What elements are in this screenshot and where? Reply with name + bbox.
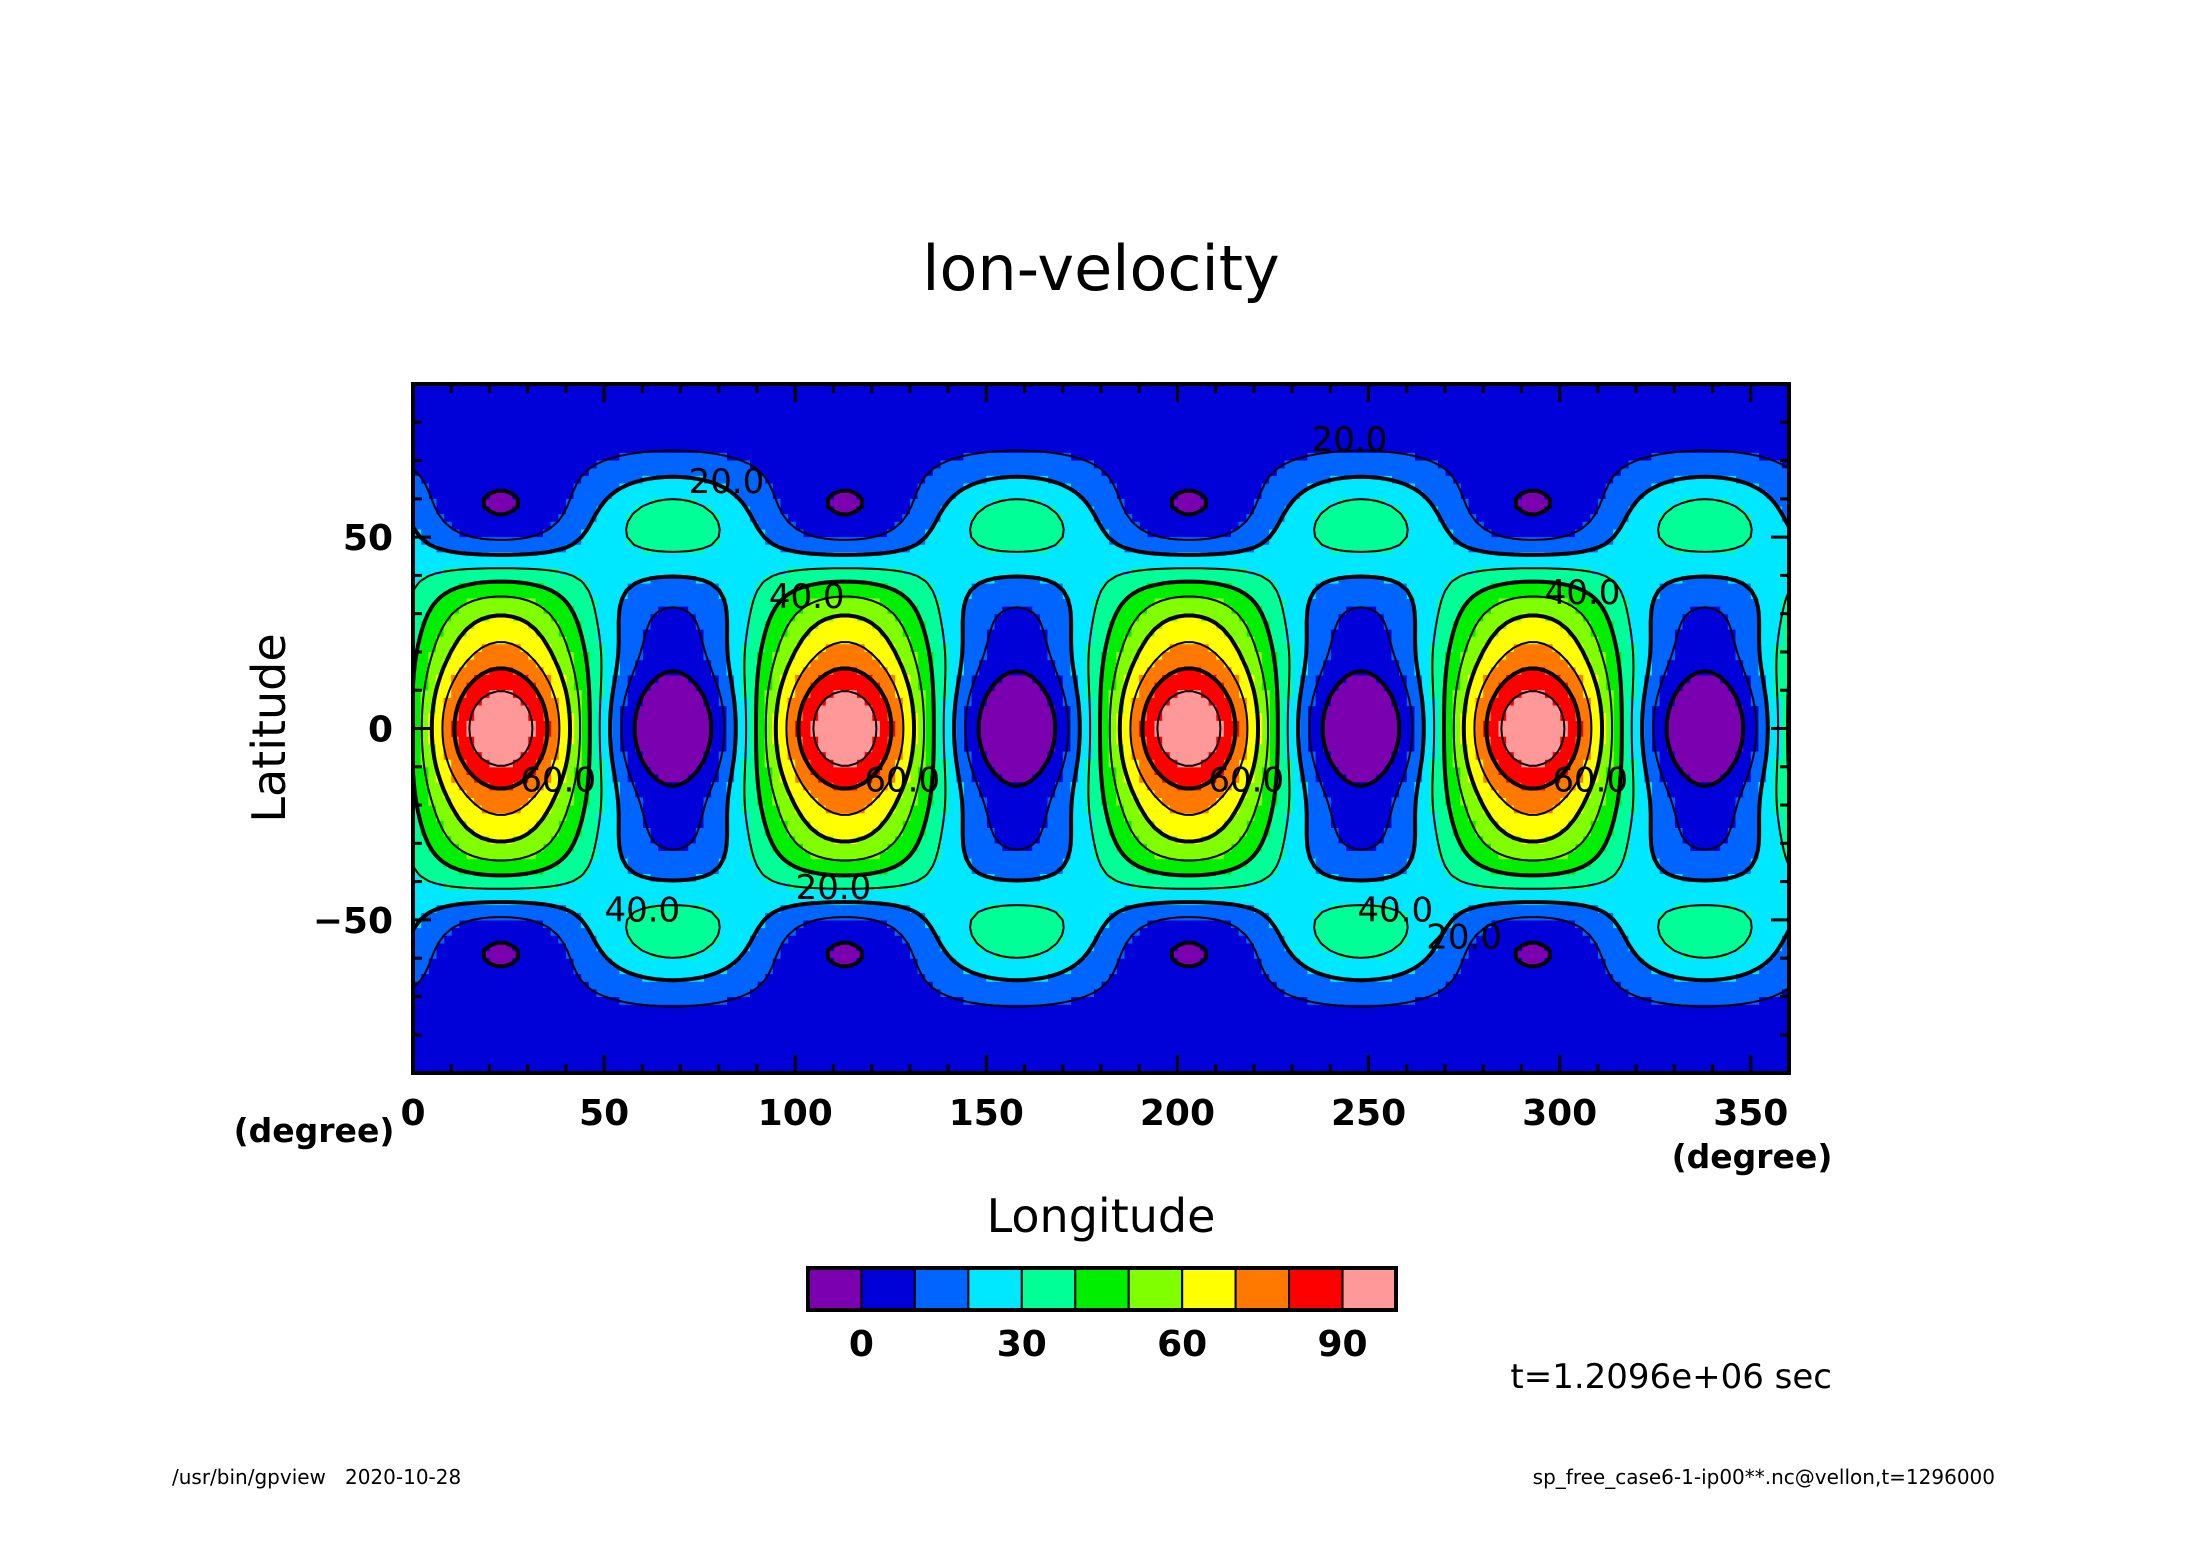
y-axis-unit: (degree) (234, 1111, 395, 1150)
contour-label: 40.0 (604, 891, 680, 931)
contour-label: 40.0 (769, 577, 845, 617)
x-tick-label: 150 (949, 1093, 1024, 1134)
contour-labels: 20.040.060.020.040.060.0 60.0 60.040.020.0… (520, 420, 1628, 958)
contour-label: 20.0 (796, 868, 872, 908)
contour-line-50 (420, 595, 1614, 862)
contour-fills (413, 384, 1789, 1073)
y-tick-label: 0 (368, 710, 393, 751)
x-tick-label: 350 (1713, 1093, 1788, 1134)
contour-label: 20.0 (1312, 420, 1388, 460)
x-tick-label: 50 (579, 1093, 629, 1134)
y-axis: −50 0 50 (313, 420, 1789, 1037)
contour-lines (413, 449, 1789, 1008)
colorbar-swatch (1181, 1267, 1237, 1311)
x-tick-label: 250 (1331, 1093, 1406, 1134)
contour-line-90 (468, 690, 1566, 767)
colorbar-swatch (1074, 1267, 1130, 1311)
x-axis-unit: (degree) (1672, 1137, 1833, 1176)
colorbar-tick-label: 30 (997, 1324, 1047, 1365)
colorbar-tick-label: 90 (1317, 1324, 1367, 1365)
contour-label: 60.0 (864, 761, 940, 801)
colorbar: 0 30 60 90 (806, 1266, 1398, 1365)
contour-label: 60.0 (1208, 761, 1284, 801)
y-tick-label: −50 (313, 901, 393, 942)
colorbar-tick-label: 60 (1157, 1324, 1207, 1365)
chart-title: lon-velocity (922, 232, 1279, 305)
contour-label: 60.0 (520, 761, 596, 801)
contour-line-30 (413, 498, 1789, 959)
contour-line-10 (413, 449, 1789, 1008)
x-tick-label: 200 (1140, 1093, 1215, 1134)
contour-band-3 (413, 475, 1789, 982)
contour-label: 40.0 (1545, 573, 1621, 613)
contour-line-80 (452, 666, 1582, 791)
contour-line-0 (481, 488, 1746, 969)
colorbar-swatch (860, 1267, 916, 1311)
contour-line-20 (413, 474, 1789, 983)
colorbar-frame (806, 1266, 1398, 1312)
plot-area: 20.040.060.020.040.060.0 60.0 60.040.020.0… (413, 384, 1789, 1073)
contour-label: 20.0 (689, 462, 765, 502)
x-tick-label: 0 (400, 1093, 425, 1134)
footer-right: sp_free_case6-1-ip00**.nc@vellon,t=12960… (1533, 1465, 1995, 1489)
x-tick-label: 100 (758, 1093, 833, 1134)
x-axis: 0 50 100 150 200 250 300 350 (400, 384, 1791, 1134)
colorbar-swatch (1020, 1267, 1077, 1311)
contour-band-6 (420, 598, 1614, 860)
y-axis-label: Latitude (242, 633, 296, 822)
x-tick-label: 300 (1522, 1093, 1597, 1134)
colorbar-swatch (913, 1267, 970, 1311)
y-tick-label: 50 (343, 518, 393, 559)
colorbar-swatch (1288, 1267, 1344, 1311)
colorbar-swatch (967, 1267, 1023, 1311)
contour-label: 60.0 (1552, 761, 1628, 801)
colorbar-swatch (1341, 1267, 1397, 1311)
footer-left: /usr/bin/gpview 2020-10-28 (172, 1465, 461, 1489)
contour-line-40 (413, 579, 1789, 878)
contour-line-70 (441, 641, 1593, 816)
x-axis-label: Longitude (987, 1189, 1216, 1243)
colorbar-swatch (1127, 1267, 1184, 1311)
colorbar-swatch (1234, 1267, 1291, 1311)
time-label: t=1.2096e+06 sec (1510, 1357, 1832, 1397)
contour-label: 20.0 (1426, 918, 1502, 958)
colorbar-swatch (807, 1267, 863, 1311)
colorbar-tick-label: 0 (849, 1324, 874, 1365)
contour-line-60 (429, 613, 1605, 844)
contour-label: 40.0 (1357, 891, 1433, 931)
